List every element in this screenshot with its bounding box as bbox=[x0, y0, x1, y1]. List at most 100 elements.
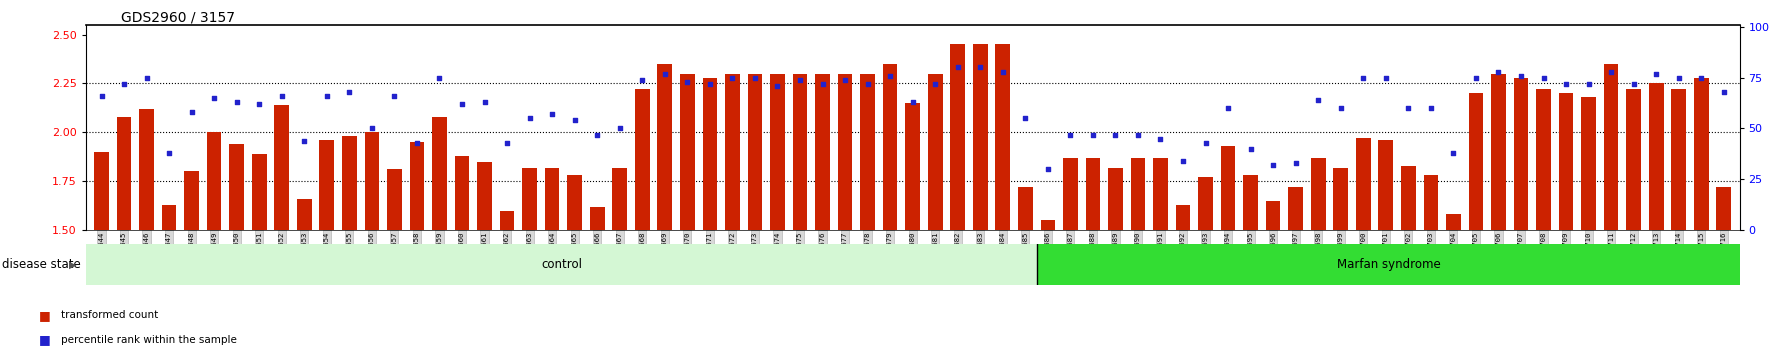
Point bbox=[1597, 69, 1625, 74]
Text: ■: ■ bbox=[39, 309, 52, 321]
Point bbox=[1123, 132, 1152, 137]
Bar bbox=[1627, 89, 1641, 230]
Bar bbox=[1693, 78, 1709, 230]
Bar bbox=[545, 167, 559, 230]
Point bbox=[605, 126, 634, 131]
Bar bbox=[882, 64, 897, 230]
Point bbox=[1034, 166, 1063, 172]
Bar bbox=[906, 103, 920, 230]
Point bbox=[1236, 146, 1264, 152]
Bar bbox=[1311, 158, 1325, 230]
Bar bbox=[1154, 158, 1168, 230]
Text: GDS2960 / 3157: GDS2960 / 3157 bbox=[121, 11, 236, 25]
Point bbox=[1620, 81, 1648, 87]
Bar bbox=[1243, 175, 1257, 230]
Point bbox=[629, 77, 657, 82]
Point bbox=[854, 81, 882, 87]
Point bbox=[718, 75, 747, 80]
Point bbox=[898, 99, 927, 105]
Point bbox=[1168, 158, 1197, 164]
Point bbox=[1079, 132, 1107, 137]
Bar bbox=[1559, 93, 1573, 230]
Bar bbox=[275, 105, 289, 230]
Bar bbox=[229, 144, 245, 230]
Text: ■: ■ bbox=[39, 333, 52, 346]
Bar bbox=[343, 136, 357, 230]
Bar bbox=[320, 140, 334, 230]
Point bbox=[1461, 75, 1490, 80]
Point bbox=[582, 132, 611, 137]
Bar bbox=[1536, 89, 1550, 230]
Bar bbox=[1222, 146, 1236, 230]
Point bbox=[1191, 140, 1220, 145]
Bar bbox=[116, 117, 132, 230]
Bar bbox=[950, 44, 964, 230]
Point bbox=[402, 140, 430, 145]
Point bbox=[1665, 75, 1693, 80]
Bar bbox=[1356, 138, 1370, 230]
Bar bbox=[793, 74, 807, 230]
Bar bbox=[184, 171, 198, 230]
Bar bbox=[1515, 78, 1529, 230]
Bar bbox=[1038, 244, 1740, 285]
Point bbox=[380, 93, 409, 99]
Point bbox=[943, 65, 972, 70]
Bar bbox=[432, 117, 446, 230]
Point bbox=[1688, 75, 1716, 80]
Point bbox=[673, 79, 702, 85]
Point bbox=[109, 81, 138, 87]
Text: disease state: disease state bbox=[2, 258, 80, 271]
Point bbox=[1709, 89, 1738, 95]
Point bbox=[966, 65, 995, 70]
Bar bbox=[364, 132, 379, 230]
Point bbox=[1507, 73, 1536, 79]
Bar bbox=[1491, 74, 1506, 230]
Point bbox=[289, 138, 318, 143]
Bar bbox=[613, 167, 627, 230]
Bar bbox=[725, 74, 739, 230]
Point bbox=[1259, 162, 1288, 168]
Bar bbox=[1107, 167, 1123, 230]
Point bbox=[1552, 81, 1581, 87]
Bar bbox=[388, 170, 402, 230]
Point bbox=[425, 75, 454, 80]
Point bbox=[177, 109, 205, 115]
Point bbox=[200, 95, 229, 101]
Bar bbox=[252, 154, 266, 230]
Bar bbox=[522, 167, 538, 230]
Bar bbox=[1018, 187, 1032, 230]
Point bbox=[448, 101, 477, 107]
Point bbox=[538, 112, 566, 117]
Bar bbox=[1175, 205, 1189, 230]
Point bbox=[1056, 132, 1084, 137]
Bar bbox=[770, 74, 784, 230]
Point bbox=[1440, 150, 1468, 156]
Bar bbox=[1447, 215, 1461, 230]
Bar bbox=[680, 74, 695, 230]
Point bbox=[516, 115, 545, 121]
Point bbox=[336, 89, 364, 95]
Text: control: control bbox=[541, 258, 582, 271]
Bar bbox=[1086, 158, 1100, 230]
Bar bbox=[1198, 177, 1213, 230]
Text: Marfan syndrome: Marfan syndrome bbox=[1336, 258, 1440, 271]
Point bbox=[313, 93, 341, 99]
Point bbox=[1484, 69, 1513, 74]
Bar bbox=[1288, 187, 1304, 230]
Bar bbox=[455, 156, 470, 230]
Point bbox=[470, 99, 498, 105]
Bar bbox=[1468, 93, 1482, 230]
Bar bbox=[1581, 97, 1597, 230]
Point bbox=[561, 118, 589, 123]
Point bbox=[1011, 115, 1039, 121]
Point bbox=[1348, 75, 1377, 80]
Bar bbox=[929, 74, 943, 230]
Point bbox=[268, 93, 296, 99]
Point bbox=[223, 99, 252, 105]
Point bbox=[1529, 75, 1557, 80]
Bar bbox=[1063, 158, 1077, 230]
Text: transformed count: transformed count bbox=[61, 310, 157, 320]
Bar bbox=[1334, 167, 1348, 230]
Point bbox=[1395, 105, 1423, 111]
Bar bbox=[995, 44, 1011, 230]
